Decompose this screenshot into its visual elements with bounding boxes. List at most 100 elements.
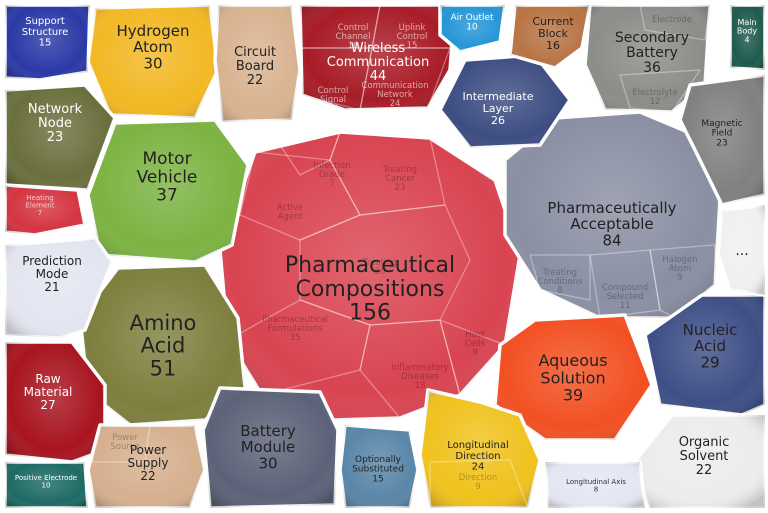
cell-label-secondary-battery: Secondary Battery 36 — [615, 30, 689, 76]
cell-label-hydrogen-atom: Hydrogen Atom 30 — [117, 22, 190, 72]
cell-label-support-structure: Support Structure 15 — [22, 16, 69, 49]
cell-longitudinal-axis[interactable] — [543, 460, 647, 510]
cell-label-wireless-communication: Wireless Communication 44 — [327, 41, 429, 84]
subcell-host-cells — [439, 319, 506, 396]
cell-label-raw-material: Raw Material 27 — [24, 372, 73, 412]
cell-organic-solvent[interactable] — [630, 413, 767, 510]
cell-shade-prediction-mode — [5, 238, 112, 338]
subcell-label-treating-cancer: Treating Cancer 23 — [382, 165, 417, 193]
cell-shade-power-supply — [88, 425, 205, 508]
cell-label-aqueous-solution: Aqueous Solution 39 — [538, 351, 607, 405]
cell-raw-material[interactable] — [3, 340, 107, 464]
subcell-treating — [299, 204, 471, 326]
cell-aqueous-solution[interactable] — [493, 313, 654, 442]
subcell-uplink-control — [371, 4, 456, 49]
cell-shade-heating-element — [5, 185, 85, 235]
cell-network-node[interactable] — [3, 83, 117, 192]
cell-shade-raw-material — [5, 342, 105, 462]
cell-shade-network-node — [5, 85, 115, 190]
cell-label-organic-solvent: Organic Solvent 22 — [679, 435, 730, 478]
cell-longitudinal-direction[interactable]: Direction 9 — [418, 388, 542, 510]
cell-shade-longitudinal-axis — [545, 462, 645, 508]
cell-shade-air-outlet — [440, 5, 505, 52]
cell-battery-module[interactable] — [201, 386, 340, 510]
subcell-label-uplink-control: Uplink Control 15 — [397, 23, 428, 51]
subcell-label-control-signal: Control Signal 14 — [318, 86, 349, 114]
subcell-label-host-cells: Host Cells 9 — [465, 330, 486, 358]
cell-shade-main-body — [730, 5, 765, 70]
subcell-label-communication-network: Communication Network 24 — [362, 81, 429, 109]
subcell-control-channel — [299, 4, 381, 49]
cell-label-nucleic-acid: Nucleic Acid 29 — [683, 321, 738, 371]
cell-motor-vehicle[interactable] — [86, 118, 250, 264]
cell-label-amino-acid: Amino Acid 51 — [130, 311, 197, 380]
cell-shade-magnetic-field — [680, 75, 765, 205]
subcell-label-treating: Treating 56 — [362, 258, 397, 277]
cell-label-optionally-substituted: Optionally Substituted 15 — [352, 455, 404, 484]
cell-amino-acid[interactable] — [78, 263, 247, 427]
subcell-label-direction: Direction 9 — [459, 473, 497, 492]
subcell-label-control-channel: Control Channel 16 — [336, 23, 371, 51]
cell-heating-element[interactable] — [3, 183, 87, 237]
cell-nucleic-acid[interactable] — [643, 293, 767, 417]
cell-hydrogen-atom[interactable] — [86, 3, 220, 120]
cell-current-block[interactable] — [508, 3, 592, 70]
cell-optionally-substituted[interactable] — [338, 423, 420, 510]
subcell-electrolyte — [619, 69, 701, 113]
subcell-label-electrolyte: Electrolyte 12 — [632, 88, 677, 107]
cell-main-body[interactable] — [728, 3, 767, 72]
cell-label-current-block: Current Block 16 — [532, 15, 574, 52]
subcell-power-source — [91, 424, 151, 463]
subcell-infection-grade — [279, 131, 341, 176]
subcell-active-agent — [239, 151, 361, 241]
subcell-label-active-agent: Active Agent — [277, 203, 303, 222]
subcell-label-compound-selected: Compound Selected 11 — [602, 283, 648, 311]
cell-more[interactable] — [716, 203, 767, 297]
cell-air-outlet[interactable] — [438, 3, 507, 54]
subcell-electrode — [639, 4, 711, 41]
cell-secondary-battery[interactable]: Electrode Electrolyte 12 — [583, 3, 712, 114]
subcell-label-electrode: Electrode — [652, 15, 692, 25]
cell-wireless-communication[interactable]: Control Channel 16 Uplink Control 15 Control Si… — [298, 3, 457, 114]
cell-label-magnetic-field: Magnetic Field 23 — [701, 119, 742, 148]
cell-prediction-mode[interactable] — [3, 236, 114, 340]
cell-label-pharmaceutically-acceptable: Pharmaceutically Acceptable 84 — [547, 199, 676, 249]
cell-shade-pharmaceutical-compositions — [220, 132, 520, 420]
cell-label-network-node: Network Node 23 — [28, 102, 83, 145]
cell-label-pharmaceutical-compositions: Pharmaceutical Compositions 156 — [285, 253, 455, 326]
cell-label-longitudinal-direction: Longitudinal Direction 24 — [447, 440, 509, 473]
subcell-label-power-source: Power Source — [110, 433, 139, 452]
cell-shade-longitudinal-direction — [420, 390, 540, 508]
subcell-compound-selected — [589, 249, 661, 319]
subcell-label-infection-grade: Infection Grade 7 — [313, 161, 350, 189]
cell-support-structure[interactable] — [3, 3, 92, 82]
cell-shade-wireless-communication — [300, 5, 455, 110]
cell-shade-intermediate-layer — [440, 55, 570, 148]
cell-shade-organic-solvent — [632, 415, 765, 508]
cell-shade-circuit-board — [215, 5, 300, 122]
cell-label-circuit-board: Circuit Board 22 — [234, 45, 276, 88]
subcell-direction — [429, 459, 529, 509]
cell-intermediate-layer[interactable] — [438, 53, 572, 150]
cell-label-battery-module: Battery Module 30 — [240, 422, 296, 472]
cell-magnetic-field[interactable] — [678, 73, 767, 207]
cell-label-more: ... — [735, 243, 748, 259]
cell-label-prediction-mode: Prediction Mode 21 — [22, 254, 82, 294]
subcell-pharmaceutical-formulations — [227, 299, 371, 396]
cell-power-supply[interactable]: Power Source — [86, 423, 207, 510]
cell-pharmaceutical-compositions[interactable]: Treating Cancer 23 Active Agent Pharmaceutica… — [218, 130, 522, 422]
cell-positive-electrode[interactable] — [3, 460, 90, 510]
cell-pharmaceutically-acceptable[interactable]: Treating Conditions 8 Compound Selected 11 Hal… — [503, 110, 722, 320]
cell-shade-current-block — [510, 5, 590, 68]
cell-shade-motor-vehicle — [88, 120, 248, 262]
subcell-label-treating-conditions: Treating Conditions 8 — [538, 268, 584, 296]
subcell-communication-network — [359, 47, 451, 111]
cell-shade-more — [718, 205, 765, 295]
cell-label-intermediate-layer: Intermediate Layer 26 — [463, 90, 534, 127]
cell-label-main-body: Main Body 4 — [737, 18, 757, 44]
cell-circuit-board[interactable] — [213, 3, 302, 124]
cell-label-longitudinal-axis: Longitudinal Axis 8 — [566, 478, 626, 494]
cell-shade-secondary-battery — [585, 5, 710, 112]
cell-label-air-outlet: Air Outlet 10 — [450, 13, 494, 33]
